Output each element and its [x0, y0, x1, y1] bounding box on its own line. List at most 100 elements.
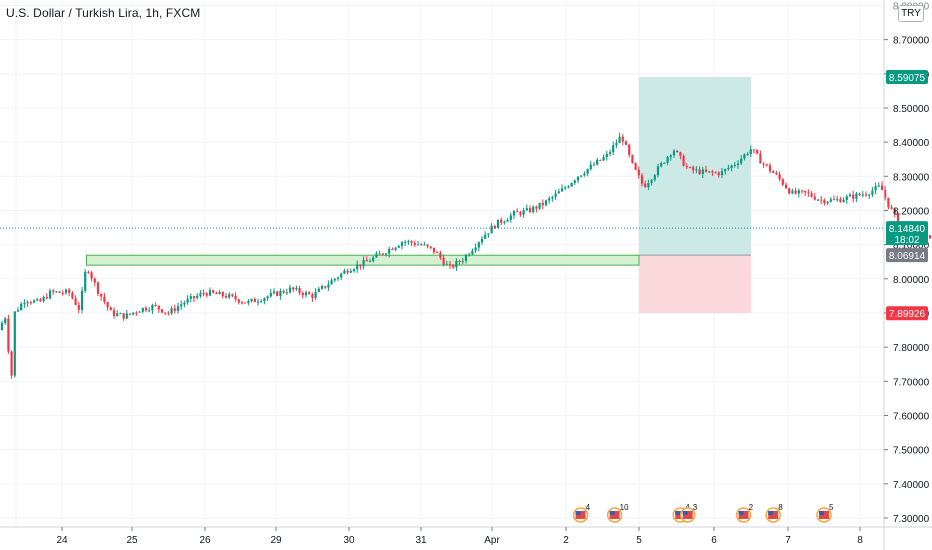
candle-body: [205, 293, 208, 296]
candle-body: [893, 208, 896, 214]
candle-body: [365, 259, 368, 262]
candle-body: [541, 202, 544, 206]
candle-body: [0, 323, 4, 331]
flag-canton: [575, 511, 581, 515]
candle-body: [442, 257, 445, 265]
candle-body: [797, 190, 800, 194]
candle-body: [269, 292, 272, 297]
candle-body: [138, 311, 141, 313]
event-markers[interactable]: 41043285: [572, 503, 834, 523]
candle-body: [218, 291, 221, 295]
candle-body: [688, 167, 692, 169]
price-tick-label: 8.70000: [893, 36, 930, 47]
candle-body: [423, 244, 426, 246]
candle-body: [672, 150, 676, 156]
event-count: 4: [586, 503, 591, 512]
candle-body: [157, 305, 160, 310]
candle-body: [189, 296, 192, 299]
candle-body: [420, 244, 423, 246]
candle-body: [141, 307, 144, 312]
candle-body: [765, 164, 768, 166]
candle-body: [26, 302, 29, 304]
candle-body: [228, 294, 231, 298]
candle-body: [736, 163, 740, 165]
flag-canton: [609, 511, 615, 515]
candle-body: [615, 142, 618, 146]
candle-body: [7, 318, 10, 352]
candle-body: [13, 311, 16, 376]
stop-zone: [639, 255, 751, 314]
time-tick-label: 30: [343, 535, 355, 546]
economic-event-flag-icon[interactable]: 2: [735, 503, 754, 523]
candle-body: [775, 172, 778, 175]
candle-body: [884, 189, 887, 198]
candle-body: [4, 318, 7, 324]
candle-body: [279, 290, 282, 296]
candle-body: [717, 172, 720, 176]
candle-body: [186, 298, 189, 303]
candle-body: [10, 351, 13, 376]
countdown-text: 18:02: [894, 235, 919, 246]
candle-body: [84, 271, 87, 291]
candle-body: [471, 250, 474, 255]
economic-event-flag-icon[interactable]: 8: [765, 503, 783, 523]
candle-body: [404, 241, 407, 243]
candle-body: [496, 219, 500, 228]
time-tick-label: 8: [857, 535, 863, 546]
candle-body: [538, 202, 541, 209]
currency-badge[interactable]: TRY: [898, 5, 924, 22]
candle-body: [36, 299, 39, 301]
time-tick-label: 6: [711, 535, 717, 546]
position-zones[interactable]: [86, 76, 752, 314]
candle-body: [826, 201, 829, 204]
candle-body: [391, 248, 394, 250]
candle-body: [685, 165, 688, 168]
candle-body: [32, 300, 36, 303]
price-axis[interactable]: 8.700008.600008.500008.400008.300008.200…: [883, 0, 930, 550]
flag-canton: [738, 511, 744, 515]
time-tick-label: Apr: [484, 535, 500, 546]
candle-body: [183, 302, 186, 305]
price-tick-label: 7.50000: [893, 446, 930, 457]
candle-body: [820, 199, 823, 201]
candle-body: [410, 241, 413, 244]
time-tick-label: 24: [56, 535, 68, 546]
economic-event-flag-icon[interactable]: 3: [680, 503, 698, 523]
candle-body: [490, 225, 493, 234]
time-axis[interactable]: 24 25 26 29 30 31 Apr 2 5 6 7 8: [0, 526, 932, 546]
candle-body: [74, 298, 77, 305]
candle-body: [106, 301, 109, 308]
candle-body: [928, 235, 932, 239]
candle-body: [791, 190, 794, 194]
candle-body: [525, 208, 528, 211]
candle-body: [887, 197, 890, 208]
candle-body: [468, 254, 471, 256]
candle-body: [842, 199, 845, 203]
candle-body: [679, 152, 682, 156]
candle-body: [253, 298, 256, 303]
candle-body: [429, 246, 432, 248]
candle-body: [349, 270, 352, 273]
candle-body: [704, 169, 708, 172]
candle-body: [676, 150, 679, 153]
candle-body: [487, 233, 490, 235]
economic-event-flag-icon[interactable]: 4: [572, 503, 591, 523]
flag-canton: [768, 511, 774, 515]
candle-body: [180, 304, 183, 307]
candle-body: [880, 185, 884, 190]
candle-body: [55, 291, 58, 293]
candle-body: [640, 175, 644, 184]
price-label-text: 7.89926: [889, 309, 926, 320]
economic-event-flag-icon[interactable]: 5: [816, 503, 834, 523]
candle-body: [813, 196, 816, 200]
candle-body: [756, 150, 759, 154]
candle-body: [631, 154, 634, 163]
candle-body: [39, 299, 42, 302]
economic-event-flag-icon[interactable]: 10: [606, 503, 629, 523]
candle-body: [740, 158, 743, 164]
candle-body: [528, 208, 532, 213]
candle-body: [176, 306, 180, 311]
